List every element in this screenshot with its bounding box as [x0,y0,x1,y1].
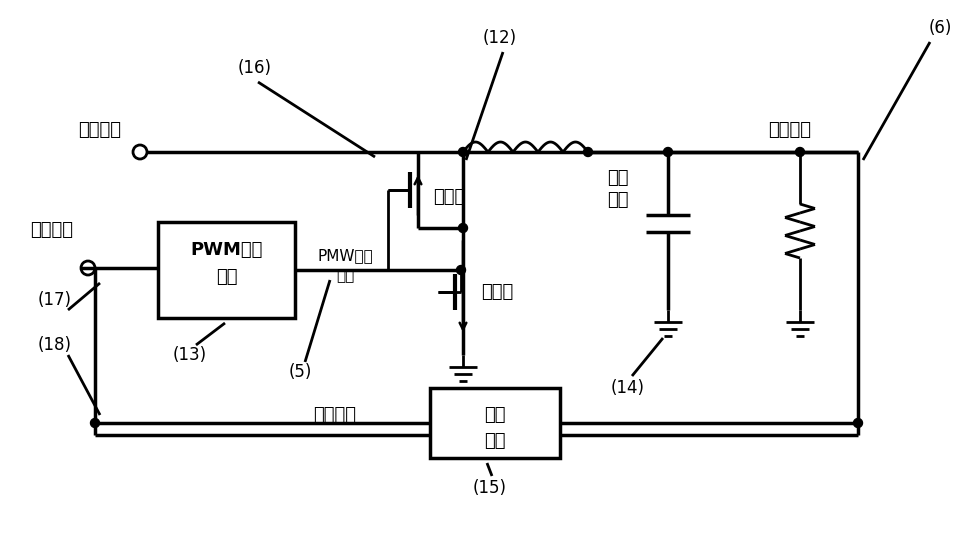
Circle shape [663,148,672,157]
Text: 开关管: 开关管 [433,188,466,206]
Text: (6): (6) [928,19,952,37]
Text: (15): (15) [473,479,507,497]
Text: 开关管: 开关管 [481,282,513,301]
Text: (5): (5) [288,363,312,381]
Text: 参考电压: 参考电压 [30,221,73,239]
Text: 反馈电压: 反馈电压 [314,406,356,424]
Circle shape [459,223,468,232]
Text: 信号: 信号 [336,269,355,284]
Text: (16): (16) [238,59,272,77]
Text: (13): (13) [173,346,207,364]
Text: (18): (18) [38,336,72,354]
Text: 反馈: 反馈 [484,406,506,424]
Circle shape [796,148,805,157]
Text: 网络: 网络 [484,432,506,450]
Text: PMW脉冲: PMW脉冲 [318,248,373,263]
Text: 输出电压: 输出电压 [768,121,811,139]
Text: (14): (14) [611,379,645,397]
Circle shape [91,418,99,427]
Circle shape [459,148,468,157]
Text: 储能: 储能 [607,169,629,187]
Text: (12): (12) [483,29,517,47]
Circle shape [457,265,466,274]
Circle shape [583,148,592,157]
Circle shape [853,418,863,427]
Text: (17): (17) [38,291,72,309]
Text: 生器: 生器 [216,268,238,286]
Bar [430,388,560,458]
Text: PWM波发: PWM波发 [190,241,263,259]
Bar [158,222,295,318]
Text: 元件: 元件 [607,191,629,209]
Text: 电源电压: 电源电压 [78,121,121,139]
